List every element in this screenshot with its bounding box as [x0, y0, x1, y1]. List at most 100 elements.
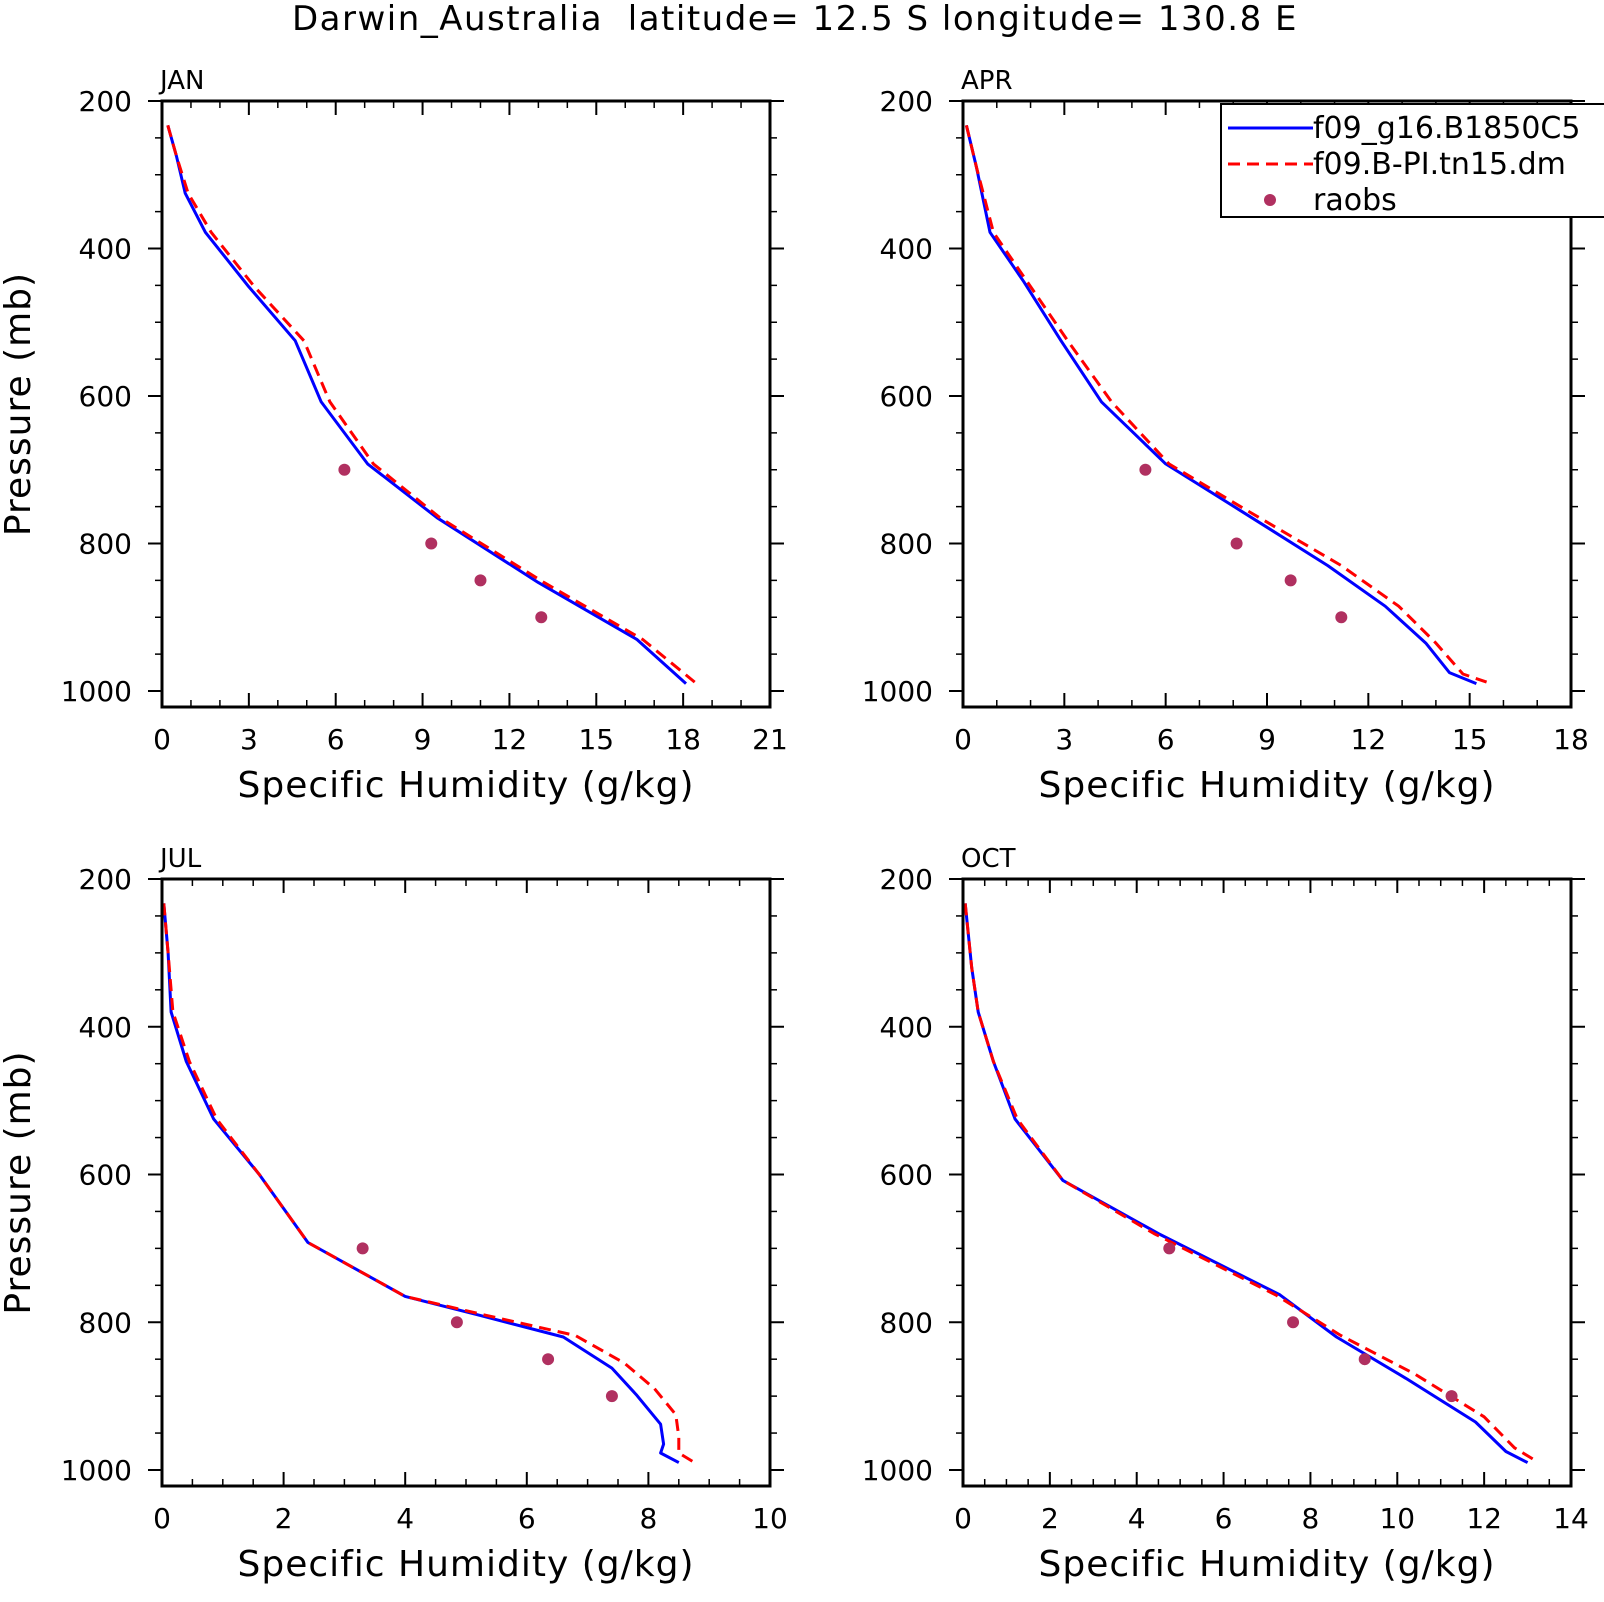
x-tick-label: 10	[752, 1502, 788, 1535]
raobs-point	[425, 537, 438, 550]
x-tick-label: 9	[414, 723, 432, 756]
x-tick-label: 3	[1055, 723, 1073, 756]
raobs-point	[542, 1353, 555, 1366]
series-line-f09-b-pi	[162, 903, 698, 1466]
x-tick-label: 12	[1466, 1502, 1502, 1535]
panel-label: JUL	[158, 844, 202, 874]
x-axis-title: Specific Humidity (g/kg)	[1038, 765, 1495, 806]
x-tick-label: 12	[492, 723, 528, 756]
y-tick-label: 600	[880, 1159, 933, 1192]
y-tick-label: 400	[79, 233, 132, 266]
plot-frame	[160, 99, 772, 709]
y-tick-label: 600	[880, 380, 933, 413]
panel-label: JAN	[158, 66, 204, 96]
panel-jan: JAN 0 3 6 9 12 15 18 21 200 400 600 800 1000 Specific …	[0, 66, 788, 806]
x-tick-label: 4	[1128, 1502, 1146, 1535]
x-tick-label: 6	[1157, 723, 1175, 756]
raobs-point	[474, 574, 487, 587]
legend-box	[1220, 103, 1604, 218]
series-line-f09-b-pi	[964, 124, 1488, 684]
x-tick-label: 0	[954, 1502, 972, 1535]
x-tick-label: 6	[1215, 1502, 1233, 1535]
plot-frame	[160, 877, 772, 1488]
raobs-point	[356, 1242, 369, 1255]
plot-frame	[961, 99, 1573, 709]
raobs-point	[450, 1316, 463, 1329]
y-tick-label: 800	[79, 1306, 132, 1339]
x-tick-label: 15	[578, 723, 614, 756]
y-tick-label: 200	[880, 863, 933, 896]
x-tick-label: 8	[1302, 1502, 1320, 1535]
x-tick-label: 9	[1258, 723, 1276, 756]
x-tick-label: 2	[1041, 1502, 1059, 1535]
x-tick-label: 0	[153, 1502, 171, 1535]
y-tick-label: 1000	[61, 1454, 132, 1487]
legend-label: f09.B-PI.tn15.dm	[1313, 147, 1566, 182]
y-tick-label: 1000	[862, 675, 933, 708]
raobs-point	[1230, 537, 1243, 550]
x-tick-label: 14	[1553, 1502, 1589, 1535]
raobs-point	[1445, 1390, 1458, 1403]
series-line-f09-g16	[963, 903, 1529, 1464]
raobs-point	[605, 1390, 618, 1403]
y-tick-label: 800	[880, 528, 933, 561]
x-tick-label: 18	[665, 723, 701, 756]
x-tick-label: 18	[1553, 723, 1589, 756]
y-axis-title: Pressure (mb)	[0, 272, 39, 536]
panel-jul: JUL 0 2 4 6 8 10 200 400 600 800 1000 Specific Humid…	[0, 844, 788, 1585]
x-axis-title: Specific Humidity (g/kg)	[1038, 1544, 1495, 1585]
y-tick-label: 600	[79, 1159, 132, 1192]
x-tick-label: 0	[954, 723, 972, 756]
figure-title: Darwin_Australia latitude= 12.5 S longit…	[292, 0, 1298, 39]
series-line-f09-b-pi	[166, 124, 696, 684]
legend-marker-raobs	[1264, 194, 1276, 206]
x-tick-label: 6	[327, 723, 345, 756]
plot-frame	[961, 877, 1573, 1488]
panel-label: OCT	[961, 844, 1016, 874]
x-tick-label: 12	[1351, 723, 1387, 756]
x-tick-label: 4	[396, 1502, 414, 1535]
series-line-f09-g16	[166, 124, 688, 685]
raobs-point	[1284, 574, 1297, 587]
panel-apr: APR 0 3 6 9 12 15 18 200 400 600 800 1000 Specific Hu…	[862, 66, 1589, 806]
y-tick-label: 400	[880, 1011, 933, 1044]
plot-area	[963, 903, 1538, 1464]
y-tick-label: 600	[79, 380, 132, 413]
x-tick-label: 6	[518, 1502, 536, 1535]
raobs-point	[1139, 463, 1152, 476]
raobs-point	[535, 611, 548, 624]
y-tick-label: 800	[79, 528, 132, 561]
panel-label: APR	[961, 66, 1013, 96]
series-line-f09-b-pi	[963, 903, 1538, 1463]
x-tick-label: 2	[275, 1502, 293, 1535]
plot-area	[166, 124, 696, 685]
y-tick-label: 200	[880, 85, 933, 118]
series-line-f09-g16	[964, 124, 1477, 685]
y-axis-title: Pressure (mb)	[0, 1050, 39, 1314]
series-line-f09-g16	[162, 903, 680, 1464]
y-tick-label: 400	[880, 233, 933, 266]
raobs-point	[338, 463, 351, 476]
x-tick-label: 21	[752, 723, 788, 756]
raobs-point	[1287, 1316, 1300, 1329]
raobs-point	[1358, 1353, 1371, 1366]
legend-label: raobs	[1313, 183, 1397, 218]
plot-area	[964, 124, 1488, 685]
y-tick-label: 200	[79, 863, 132, 896]
x-axis-title: Specific Humidity (g/kg)	[237, 1544, 694, 1585]
y-tick-label: 1000	[61, 675, 132, 708]
x-tick-label: 10	[1379, 1502, 1415, 1535]
x-axis-title: Specific Humidity (g/kg)	[237, 765, 694, 806]
x-tick-label: 3	[240, 723, 258, 756]
x-tick-label: 8	[639, 1502, 657, 1535]
raobs-point	[1335, 611, 1348, 624]
legend-label: f09_g16.B1850C5	[1313, 111, 1580, 146]
raobs-point	[1163, 1242, 1176, 1255]
y-tick-label: 800	[880, 1306, 933, 1339]
y-tick-label: 200	[79, 85, 132, 118]
y-tick-label: 400	[79, 1011, 132, 1044]
x-tick-label: 15	[1452, 723, 1488, 756]
